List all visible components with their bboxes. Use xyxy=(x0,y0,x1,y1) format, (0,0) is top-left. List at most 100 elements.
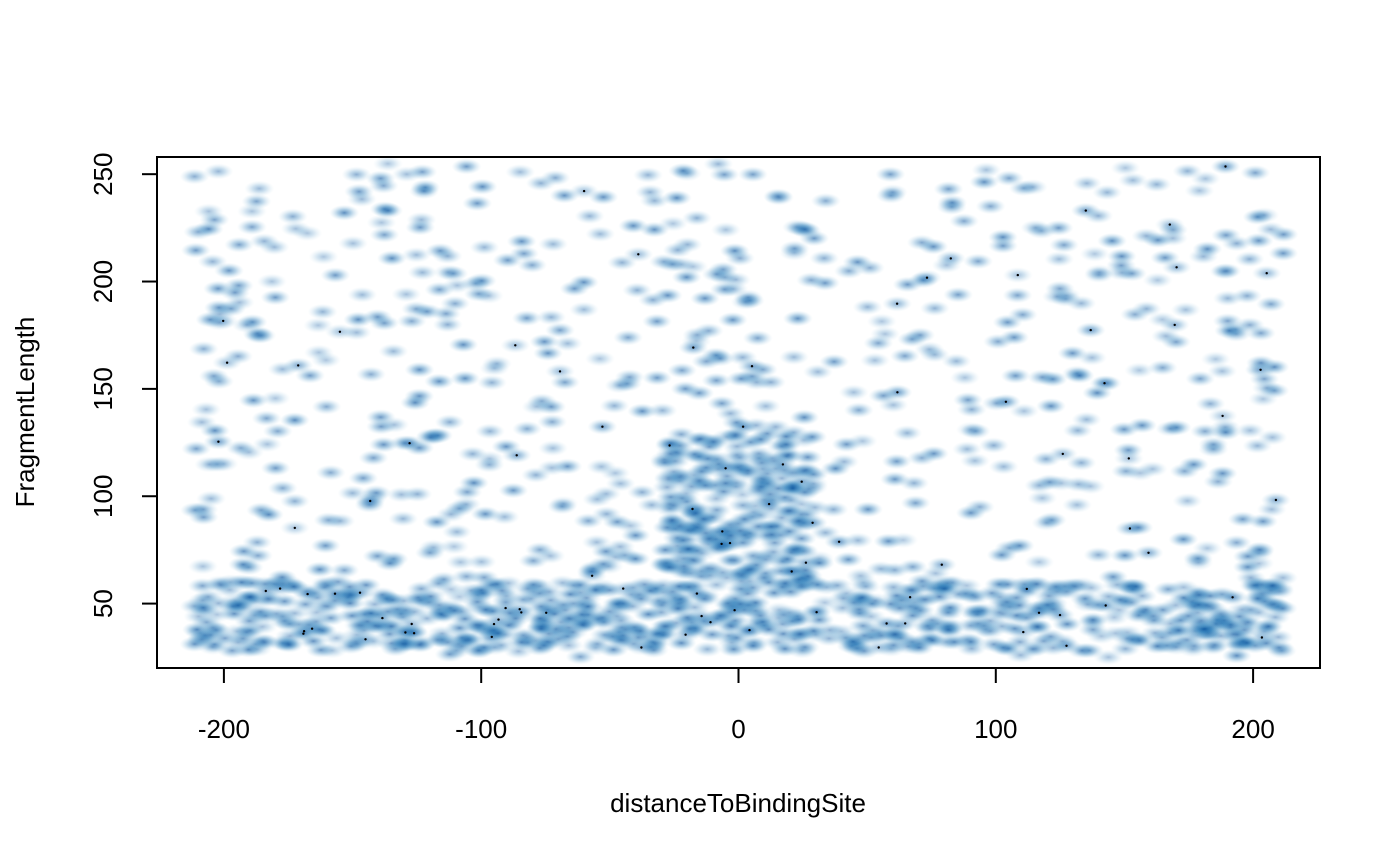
density-blob xyxy=(308,248,339,265)
density-blob xyxy=(850,578,881,595)
outlier-point xyxy=(684,633,687,636)
density-blob xyxy=(999,329,1030,346)
outlier-point xyxy=(504,606,507,610)
density-blob xyxy=(693,322,724,339)
density-blob xyxy=(451,496,482,513)
density-blob xyxy=(1240,164,1271,181)
density-blob xyxy=(665,467,696,484)
outlier-point xyxy=(804,561,808,564)
density-blob xyxy=(434,414,465,431)
density-blob xyxy=(1072,596,1103,613)
density-blob xyxy=(1140,624,1170,641)
density-blob xyxy=(1172,492,1203,509)
density-blob xyxy=(933,181,964,197)
density-blob xyxy=(358,449,389,466)
density-blob xyxy=(414,544,445,561)
density-blob xyxy=(721,629,752,646)
density-blob xyxy=(877,184,908,201)
outlier-point xyxy=(310,627,314,630)
density-blob xyxy=(537,413,568,430)
density-blob xyxy=(889,348,920,364)
density-blob xyxy=(1153,581,1184,598)
density-blob xyxy=(401,246,432,263)
density-blob xyxy=(905,327,936,344)
density-blob xyxy=(1084,264,1115,281)
density-blob xyxy=(536,309,567,326)
density-blob xyxy=(610,621,641,638)
density-blob xyxy=(511,310,542,327)
density-blob xyxy=(1234,251,1265,268)
density-blob xyxy=(657,512,688,529)
density-blob xyxy=(450,370,481,387)
density-blob xyxy=(1245,325,1276,342)
density-blob xyxy=(776,544,807,561)
density-blob xyxy=(335,585,366,602)
density-blob xyxy=(439,602,470,619)
density-blob xyxy=(224,236,255,253)
density-blob xyxy=(1142,272,1173,289)
density-blob xyxy=(692,641,723,658)
density-blob xyxy=(1105,591,1136,608)
density-blob xyxy=(548,495,579,512)
density-blob xyxy=(1227,511,1258,528)
outlier-point xyxy=(412,632,416,635)
density-blob xyxy=(988,458,1019,475)
density-blob xyxy=(789,221,820,238)
outlier-point xyxy=(767,502,771,506)
density-blob xyxy=(549,187,580,204)
density-blob xyxy=(529,333,560,350)
density-blob xyxy=(1027,369,1058,386)
y-tick-label: 50 xyxy=(88,589,118,618)
density-blob xyxy=(462,195,493,212)
density-blob xyxy=(639,221,670,238)
density-blob xyxy=(789,462,820,479)
outlier-point xyxy=(490,635,493,639)
density-blob xyxy=(348,470,379,487)
density-blob xyxy=(378,343,409,360)
density-blob xyxy=(1002,287,1033,304)
density-blob xyxy=(971,161,1002,178)
density-blob xyxy=(251,410,282,427)
density-blob xyxy=(756,374,786,391)
density-blob xyxy=(498,482,529,499)
density-blob xyxy=(655,445,686,462)
density-blob xyxy=(325,513,356,529)
density-blob xyxy=(1192,540,1223,557)
outlier-point xyxy=(369,499,372,503)
density-blob xyxy=(875,166,906,183)
density-blob xyxy=(849,643,880,659)
density-blob xyxy=(1093,649,1124,666)
density-blob xyxy=(366,214,397,231)
outlier-point xyxy=(721,530,724,533)
density-blob xyxy=(994,170,1025,187)
density-blob xyxy=(764,189,794,206)
density-blob xyxy=(188,340,219,357)
density-blob xyxy=(1099,609,1130,626)
density-blob xyxy=(311,398,342,415)
outlier-point xyxy=(410,622,413,626)
density-blob xyxy=(633,606,664,623)
density-blob xyxy=(904,639,935,656)
density-blob xyxy=(448,336,479,353)
outlier-point xyxy=(741,425,745,428)
density-blob xyxy=(878,579,909,596)
density-blob xyxy=(873,533,904,550)
density-blob xyxy=(1221,235,1252,252)
density-blob xyxy=(223,348,253,365)
density-blob xyxy=(242,325,273,342)
density-blob xyxy=(1071,175,1102,192)
density-blob xyxy=(421,514,452,530)
density-blob xyxy=(409,183,439,200)
outlier-point xyxy=(217,440,220,443)
density-blob xyxy=(969,174,1000,190)
density-blob xyxy=(1131,227,1162,244)
density-blob xyxy=(445,554,476,571)
density-blob xyxy=(244,180,275,197)
outlier-point xyxy=(381,616,384,620)
density-blob xyxy=(943,286,974,303)
density-blob xyxy=(369,226,400,243)
density-blob xyxy=(469,239,500,256)
density-blob xyxy=(662,242,693,258)
density-blob xyxy=(633,167,663,183)
